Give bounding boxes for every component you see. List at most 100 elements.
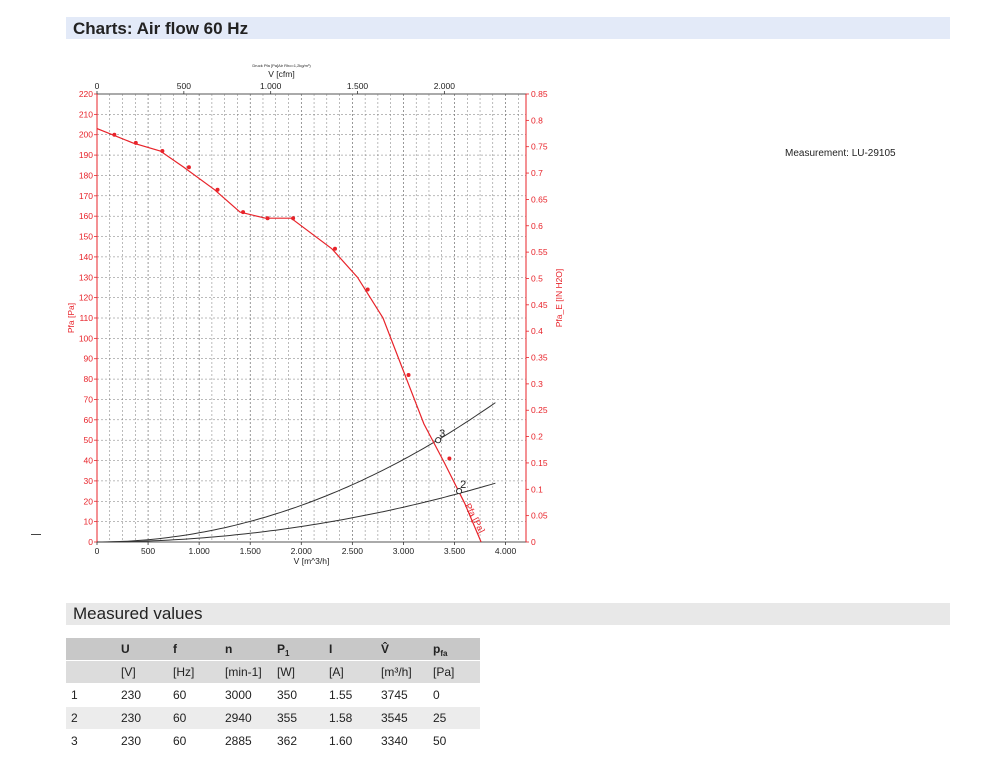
table-cell: 3340 [376, 729, 428, 753]
x-top-tick-label: 1.000 [260, 81, 282, 91]
y-left-tick-label: 200 [79, 130, 93, 140]
y-left-tick-label: 40 [84, 456, 94, 466]
table-cell: 3 [66, 729, 116, 753]
system-curve [97, 402, 496, 543]
table-cell: 1.55 [324, 683, 376, 707]
y-left-tick-label: 120 [79, 293, 93, 303]
y-right-tick-label: 0.75 [531, 142, 548, 152]
table-cell: 350 [272, 683, 324, 707]
table-cell: 1.58 [324, 706, 376, 730]
header-subscript: 1 [285, 649, 290, 658]
x-top-tick-label: 1.500 [347, 81, 369, 91]
y-right-tick-label: 0.85 [531, 89, 548, 99]
dash-mark [31, 534, 41, 535]
table-cell: 0 [428, 683, 480, 707]
y-left-tick-label: 160 [79, 211, 93, 221]
table-cell: 60 [168, 706, 220, 730]
header-symbol: V [381, 642, 390, 656]
y-left-tick-label: 10 [84, 517, 94, 527]
measured-values-table: UfnP1IV̂pfa[V][Hz][min-1][W][A][m³/h][Pa… [66, 638, 480, 753]
fan-curve-point [186, 165, 191, 170]
x-bottom-tick-label: 1.500 [240, 546, 262, 556]
table-unit-cell: [Pa] [428, 660, 480, 684]
measured-section-title: Measured values [73, 604, 203, 623]
table-cell: 230 [116, 683, 168, 707]
x-bottom-tick-label: 1.000 [189, 546, 211, 556]
table-cell: 1 [66, 683, 116, 707]
x-bottom-tick-label: 2.000 [291, 546, 313, 556]
y-left-tick-label: 80 [84, 374, 94, 384]
y-left-tick-label: 170 [79, 191, 93, 201]
table-cell: 2940 [220, 706, 272, 730]
table-header-cell: I [324, 638, 376, 661]
table-cell: 355 [272, 706, 324, 730]
y-left-tick-label: 50 [84, 435, 94, 445]
y-right-tick-label: 0.5 [531, 273, 543, 283]
y-left-tick-label: 130 [79, 272, 93, 282]
table-cell: 50 [428, 729, 480, 753]
y-left-tick-label: 190 [79, 150, 93, 160]
table-header-cell: V̂ [376, 638, 428, 661]
table-cell: 230 [116, 729, 168, 753]
table-cell: 2 [66, 706, 116, 730]
y-right-axis-label: Pfa_E [IN H2O] [554, 269, 564, 328]
y-right-tick-label: 0.8 [531, 115, 543, 125]
table-header-cell: P1 [272, 638, 324, 661]
x-top-tick-label: 500 [177, 81, 191, 91]
table-unit-cell: [min-1] [220, 660, 272, 684]
x-bottom-tick-label: 0 [95, 546, 100, 556]
measurement-label: Measurement: LU-29105 [785, 148, 896, 159]
y-left-axis-label: Pfa [Pa] [66, 303, 76, 333]
operating-point-marker [456, 488, 463, 495]
y-right-tick-label: 0.45 [531, 300, 548, 310]
fan-curve-point [265, 216, 270, 221]
table-header-cell [66, 638, 116, 661]
header-symbol: f [173, 642, 177, 656]
x-top-axis-label: V [cfm] [268, 69, 294, 79]
y-right-tick-label: 0.3 [531, 379, 543, 389]
table-cell: 25 [428, 706, 480, 730]
y-left-tick-label: 210 [79, 109, 93, 119]
operating-point-marker [435, 437, 442, 444]
y-left-tick-label: 110 [79, 313, 93, 323]
table-row: 1 230 60 3000 350 1.55 3745 0 [66, 683, 480, 707]
fan-curve-point [447, 456, 452, 461]
system-curve [97, 482, 496, 543]
table-row: 3 230 60 2885 362 1.60 3340 50 [66, 729, 480, 753]
y-right-tick-label: 0.1 [531, 484, 543, 494]
x-bottom-tick-label: 500 [141, 546, 155, 556]
x-top-tick-label: 2.000 [434, 81, 456, 91]
y-right-tick-label: 0.35 [531, 353, 548, 363]
table-cell: 3000 [220, 683, 272, 707]
fan-curve-point [365, 287, 370, 292]
table-unit-cell [66, 660, 116, 684]
table-header-cell: f [168, 638, 220, 661]
y-left-tick-label: 70 [84, 394, 94, 404]
table-units-row: [V] [Hz] [min-1] [W] [A] [m³/h] [Pa] [66, 660, 480, 684]
x-bottom-tick-label: 3.500 [444, 546, 466, 556]
y-right-tick-label: 0.15 [531, 458, 548, 468]
y-right-tick-label: 0.65 [531, 194, 548, 204]
fan-curve-end-label: Pfa [Pa] [463, 502, 487, 535]
y-right-tick-label: 0.6 [531, 221, 543, 231]
y-left-tick-label: 90 [84, 354, 94, 364]
table-row: 2 230 60 2940 355 1.58 3545 25 [66, 706, 480, 730]
y-right-tick-label: 0.55 [531, 247, 548, 257]
measured-section-header: Measured values [66, 603, 950, 625]
fan-curve-point [406, 373, 411, 378]
table-cell: 1.60 [324, 729, 376, 753]
fan-curve-point [160, 149, 165, 154]
fan-curve-point [112, 132, 117, 137]
y-left-tick-label: 60 [84, 415, 94, 425]
air-flow-chart: 0102030405060708090100110120130140150160… [66, 63, 564, 566]
table-cell: 362 [272, 729, 324, 753]
fan-curve-point [133, 140, 138, 145]
chart-section-title: Charts: Air flow 60 Hz [73, 19, 249, 38]
table-unit-cell: [V] [116, 660, 168, 684]
y-left-tick-label: 100 [79, 333, 93, 343]
table-cell: 60 [168, 729, 220, 753]
fan-curve-line [96, 128, 482, 543]
x-bottom-axis-label: V [m^3/h] [294, 556, 330, 566]
header-symbol: p [433, 642, 441, 656]
table-header-cell: pfa [428, 638, 480, 661]
